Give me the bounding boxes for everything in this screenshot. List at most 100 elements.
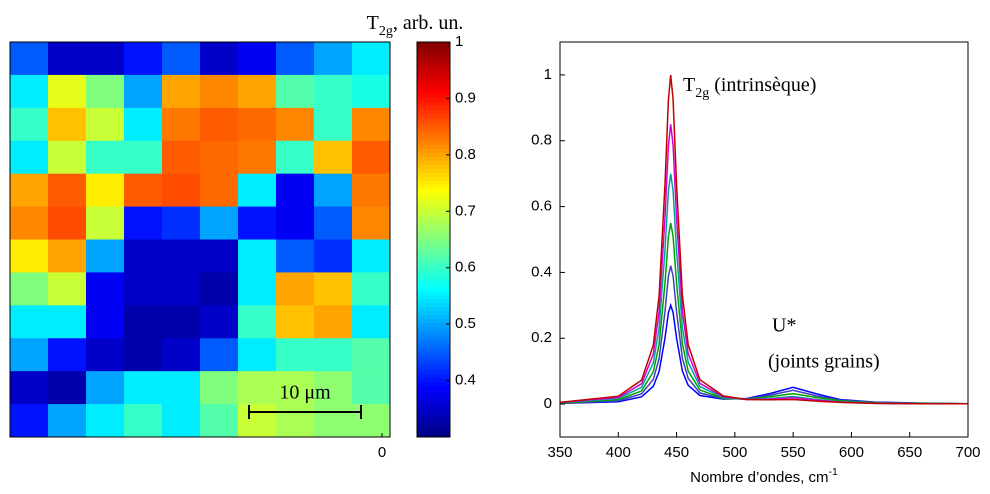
colorbar-swatch [417, 196, 450, 201]
heat-frame [9, 41, 391, 438]
heat-cell [124, 239, 163, 273]
colorbar-swatch [417, 160, 450, 165]
heat-cell [352, 338, 391, 372]
colorbar-swatch [417, 124, 450, 130]
colorbar-swatch [417, 207, 450, 213]
heat-cell [86, 140, 125, 175]
heat-cell [352, 74, 391, 109]
heat-cell [86, 42, 125, 76]
scale-label: 10 μm [279, 382, 331, 404]
colorbar-swatch [417, 306, 450, 312]
colorbar-swatch [417, 200, 450, 205]
colorbar-swatch [417, 373, 450, 379]
heat-cell [200, 107, 239, 142]
heat-cell [200, 338, 239, 372]
peak-annotation-sub: 2g [695, 86, 709, 101]
x-tick-label: 500 [722, 444, 747, 461]
colorbar-tick-label: 0.4 [455, 372, 476, 389]
colorbar-swatch [417, 361, 450, 367]
heat-cell [124, 206, 163, 240]
colorbar-swatch [417, 223, 450, 229]
heat-cell [48, 140, 87, 175]
colorbar-swatch [417, 286, 450, 292]
colorbar-swatch [417, 215, 450, 221]
y-tick-label: 0.2 [531, 329, 552, 346]
heat-cell [200, 173, 239, 208]
colorbar-swatch [417, 89, 450, 94]
y-tick-label: 0 [544, 395, 552, 412]
colorbar-swatch [417, 425, 450, 430]
heat-cell [10, 107, 49, 142]
band-annotation: U* [772, 315, 796, 337]
colorbar-swatch [417, 85, 450, 90]
colorbar-swatch [417, 101, 450, 106]
plot-frame [559, 41, 969, 438]
heat-cell [162, 206, 201, 240]
colorbar-swatch [417, 310, 450, 316]
heat-cell [314, 371, 353, 405]
heat-cell [314, 239, 353, 273]
colorbar-swatch [417, 342, 450, 347]
heat-cell [162, 404, 201, 438]
heat-cell [314, 107, 353, 142]
x-tick-label: 450 [664, 444, 689, 461]
heat-cell [86, 206, 125, 240]
heat-cell [352, 371, 391, 405]
heat-cell [124, 404, 163, 438]
colorbar-swatch [417, 42, 450, 47]
heat-cell [238, 239, 277, 273]
heat-cell [200, 74, 239, 109]
colorbar-swatch [417, 121, 450, 126]
heat-cell [352, 42, 391, 76]
colorbar-swatch [417, 429, 450, 434]
heat-cell [10, 206, 49, 240]
band-annotation: (joints grains) [768, 351, 880, 373]
heat-cell [124, 42, 163, 76]
colorbar-swatch [417, 338, 450, 343]
colorbar-swatch [417, 279, 450, 284]
heat-cell [200, 404, 239, 438]
heat-cell [238, 42, 277, 76]
spectrum-line [559, 265, 969, 405]
heat-cell [238, 173, 277, 208]
peak-annotation-text: T [683, 74, 695, 96]
colorbar-swatch [417, 97, 450, 102]
colorbar-swatch [417, 393, 450, 398]
colorbar-swatch [417, 211, 450, 217]
heat-cell [162, 107, 201, 142]
colorbar-label-after: , arb. un. [393, 12, 464, 34]
colorbar-swatch [417, 290, 450, 296]
colorbar-swatch [417, 239, 450, 244]
x-tick-label: 700 [955, 444, 980, 461]
colorbar-swatch [417, 144, 450, 150]
heat-cell [124, 272, 163, 306]
heat-cell [200, 140, 239, 175]
heat-cell [276, 239, 315, 273]
heat-cell [276, 206, 315, 240]
spectrum-line [559, 222, 969, 405]
colorbar-swatch [417, 105, 450, 110]
heat-cell [86, 305, 125, 339]
spectrum-line [559, 124, 968, 405]
heat-cell [352, 404, 391, 438]
colorbar-swatch [417, 73, 450, 79]
colorbar-swatch [417, 267, 450, 272]
spectra-panel: 350 400 450 500 550 600 650 700 0 0.2 0.4 0.6 0.8 1 No… [531, 41, 981, 486]
heat-cell [86, 272, 125, 306]
heat-cell [48, 206, 87, 240]
peak-annotation: T2g (intrinsèque) [683, 74, 816, 101]
colorbar-swatch [417, 413, 450, 418]
colorbar-swatch [417, 113, 450, 118]
colorbar-swatch [417, 140, 450, 146]
heat-cell [276, 140, 315, 175]
heat-cell [48, 272, 87, 306]
heat-cell [86, 239, 125, 273]
colorbar-swatch [417, 334, 450, 339]
colorbar-swatch [417, 184, 450, 189]
x-tick-label: 400 [606, 444, 631, 461]
colorbar-swatch [417, 81, 450, 86]
colorbar-swatch [417, 128, 450, 134]
y-tick-label: 0.6 [531, 198, 552, 215]
x-tick-label: 650 [897, 444, 922, 461]
heat-cell [10, 173, 49, 208]
